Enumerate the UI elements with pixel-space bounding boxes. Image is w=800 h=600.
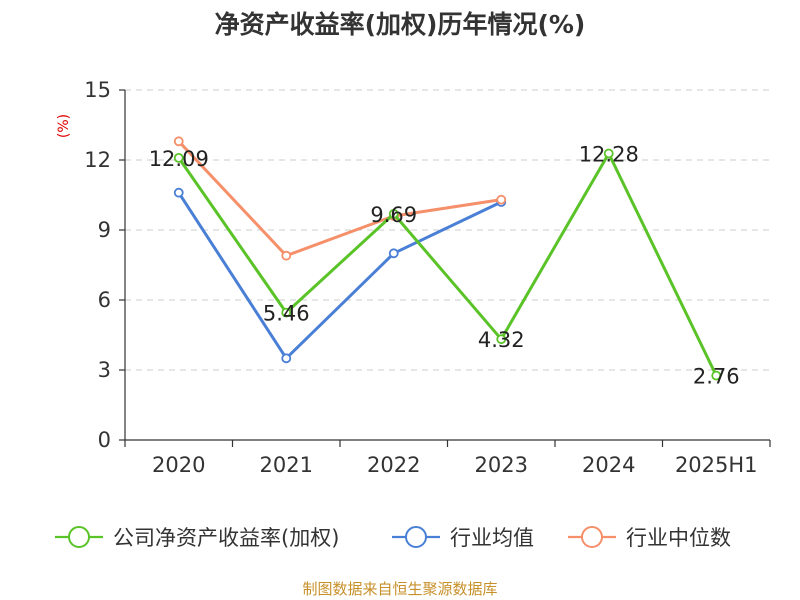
- series-line-2: [177, 139, 503, 258]
- y-tick-label: 15: [84, 78, 111, 102]
- legend-label: 公司净资产收益率(加权): [113, 526, 339, 550]
- axis-layer: 0 3 6 9 12 15 2020 2021 2022 2023 2024 2025H1: [84, 78, 771, 477]
- data-point: [173, 187, 184, 198]
- series-layer: [173, 136, 722, 381]
- data-label: 12.09: [149, 147, 209, 171]
- data-point: [173, 136, 184, 147]
- legend-item-0[interactable]: 公司净资产收益率(加权): [55, 526, 339, 550]
- grid-layer: [125, 89, 770, 371]
- y-tick-label: 3: [98, 358, 111, 382]
- legend-marker: [581, 526, 603, 548]
- data-label: 4.32: [478, 328, 525, 352]
- x-tick-label: 2024: [582, 453, 635, 477]
- y-tick-label: 12: [84, 148, 111, 172]
- y-axis-label: (%): [56, 114, 72, 138]
- x-tick-label: 2022: [367, 453, 420, 477]
- data-point: [281, 250, 292, 261]
- legend-item-2[interactable]: 行业中位数: [568, 526, 731, 550]
- series-line-1: [177, 191, 503, 360]
- legend-item-1[interactable]: 行业均值: [392, 526, 534, 550]
- data-point: [496, 334, 507, 345]
- data-point: [173, 152, 184, 163]
- data-label: 2.76: [693, 365, 740, 389]
- data-point: [711, 370, 722, 381]
- data-label-layer: 12.09 5.46 9.69 4.32 12.28 2.76: [149, 142, 740, 388]
- x-tick-label: 2021: [260, 453, 313, 477]
- series-line-0: [177, 151, 718, 378]
- chart-title: 净资产收益率(加权)历年情况(%): [215, 10, 586, 39]
- y-tick-label: 6: [98, 288, 111, 312]
- data-label: 9.69: [370, 203, 417, 227]
- y-tick-label: 9: [98, 218, 111, 242]
- x-tick-label: 2025H1: [675, 453, 758, 477]
- data-label: 5.46: [263, 302, 310, 326]
- data-point: [388, 208, 399, 219]
- data-point: [281, 307, 292, 318]
- data-point: [603, 148, 614, 159]
- source-note: 制图数据来自恒生聚源数据库: [302, 580, 497, 598]
- legend-label: 行业中位数: [626, 526, 731, 550]
- legend-marker: [68, 526, 90, 548]
- data-point: [281, 353, 292, 364]
- legend-label: 行业均值: [450, 526, 534, 550]
- legend-marker: [405, 526, 427, 548]
- x-tick-label: 2020: [152, 453, 205, 477]
- legend: 公司净资产收益率(加权) 行业均值 行业中位数: [55, 526, 731, 550]
- data-point: [388, 248, 399, 259]
- x-tick-label: 2023: [475, 453, 528, 477]
- data-label: 12.28: [579, 142, 639, 166]
- data-point: [496, 194, 507, 205]
- y-tick-label: 0: [98, 428, 111, 452]
